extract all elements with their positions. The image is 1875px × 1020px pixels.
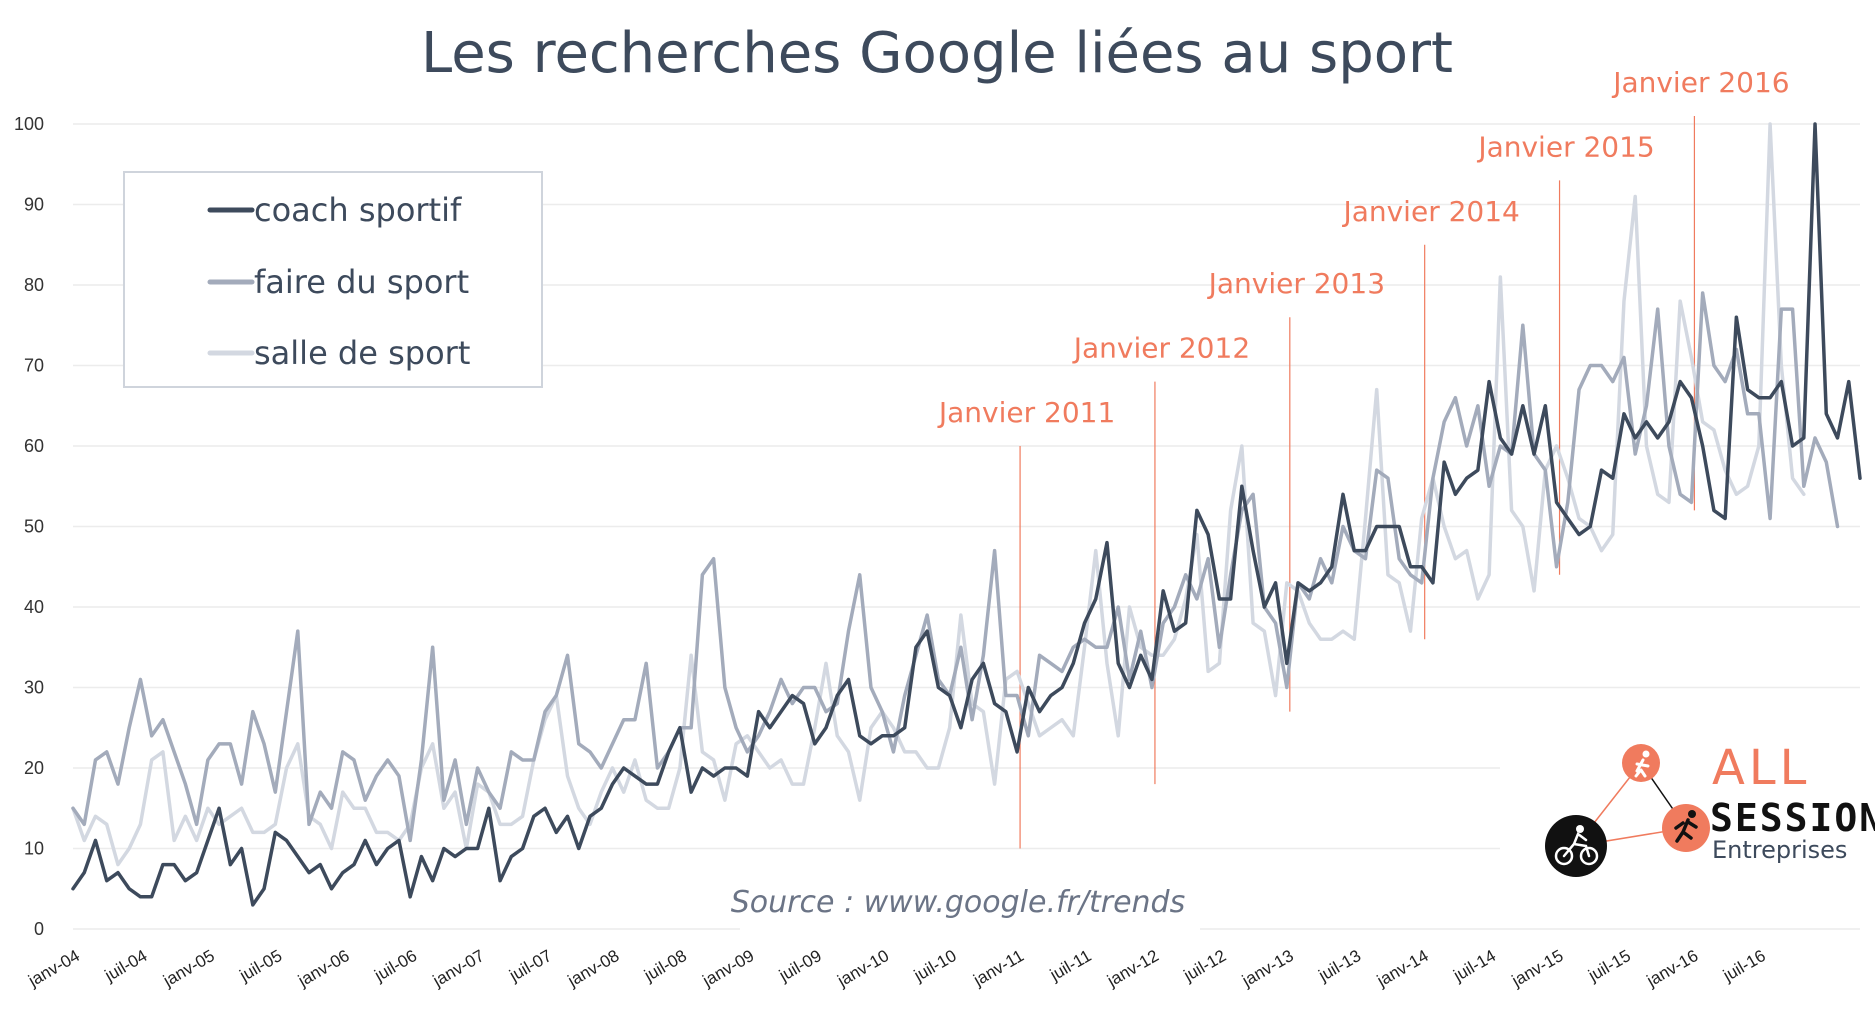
x-tick-label: janv-10 xyxy=(834,946,893,991)
logo-word-sessions: SESSIONS xyxy=(1710,796,1875,840)
y-tick-label: 70 xyxy=(24,356,44,376)
legend-label-faire-du-sport: faire du sport xyxy=(254,263,469,301)
chart-title: Les recherches Google liées au sport xyxy=(421,21,1453,86)
legend-label-salle-de-sport: salle de sport xyxy=(254,334,470,372)
annotation-label: Janvier 2015 xyxy=(1476,130,1654,163)
y-tick-label: 30 xyxy=(24,678,44,698)
x-axis-ticks: janv-04 juil-04 janv-05 juil-05 janv-06 juil-… xyxy=(24,946,1769,991)
x-tick-label: janv-13 xyxy=(1238,946,1297,991)
x-tick-label: janv-16 xyxy=(1643,946,1702,991)
x-tick-label: janv-06 xyxy=(294,946,353,991)
annotation-layer: Janvier 2011 Janvier 2012 Janvier 2013 Janv… xyxy=(937,66,1790,849)
y-tick-label: 60 xyxy=(24,436,44,456)
x-tick-label: janv-09 xyxy=(699,946,758,991)
x-tick-label: janv-11 xyxy=(970,946,1028,990)
x-tick-label: juil-06 xyxy=(371,946,421,986)
x-tick-label: juil-09 xyxy=(775,946,825,986)
annotation-label: Janvier 2014 xyxy=(1341,195,1519,228)
brand-logo: ALL SESSIONS Entreprises xyxy=(1500,740,1875,905)
x-tick-label: janv-05 xyxy=(159,946,218,991)
logo-word-entreprises: Entreprises xyxy=(1712,836,1847,864)
legend: coach sportif faire du sport salle de sp… xyxy=(123,171,543,388)
y-tick-label: 50 xyxy=(24,517,44,537)
legend-label-coach-sportif: coach sportif xyxy=(254,191,462,229)
source-note: Source : www.google.fr/trends xyxy=(731,885,1185,920)
x-tick-label: juil-07 xyxy=(505,946,555,986)
annotation-label: Janvier 2016 xyxy=(1611,66,1789,99)
x-tick-label: juil-10 xyxy=(910,946,960,986)
annotation-label: Janvier 2011 xyxy=(937,396,1115,429)
x-tick-label: janv-07 xyxy=(429,946,488,991)
x-tick-label: janv-12 xyxy=(1103,946,1162,991)
y-tick-label: 20 xyxy=(24,758,44,778)
x-tick-label: juil-04 xyxy=(101,946,151,986)
y-axis-ticks: 0 10 20 30 40 50 60 70 80 90 100 xyxy=(14,114,44,939)
x-tick-label: juil-14 xyxy=(1449,946,1499,986)
annotation-label: Janvier 2012 xyxy=(1072,332,1250,365)
x-tick-label: juil-13 xyxy=(1315,946,1365,986)
y-tick-label: 80 xyxy=(24,275,44,295)
y-tick-label: 100 xyxy=(14,114,44,134)
series-layer xyxy=(71,122,1862,907)
y-tick-label: 0 xyxy=(34,919,44,939)
x-tick-label: juil-16 xyxy=(1719,946,1769,986)
y-tick-label: 10 xyxy=(24,839,44,859)
y-tick-label: 90 xyxy=(24,195,44,215)
annotation-label: Janvier 2013 xyxy=(1207,267,1385,300)
series-line-faire-du-sport xyxy=(71,291,1840,843)
x-tick-label: juil-11 xyxy=(1046,946,1095,985)
y-tick-label: 40 xyxy=(24,597,44,617)
x-tick-label: juil-15 xyxy=(1584,946,1634,986)
legend-box xyxy=(123,171,543,388)
x-tick-label: janv-15 xyxy=(1508,946,1567,991)
runner-icon xyxy=(1662,804,1710,852)
source-background xyxy=(740,870,1200,930)
x-tick-label: juil-08 xyxy=(640,946,690,986)
x-tick-label: janv-04 xyxy=(24,946,83,991)
logo-word-all: ALL xyxy=(1712,740,1810,796)
series-line-salle-de-sport xyxy=(71,122,1806,867)
x-tick-label: juil-05 xyxy=(236,946,286,986)
x-tick-label: janv-08 xyxy=(564,946,623,991)
x-tick-label: juil-12 xyxy=(1180,946,1230,986)
series-line-coach-sportif xyxy=(71,122,1862,907)
cyclist-icon xyxy=(1545,815,1607,877)
x-tick-label: janv-14 xyxy=(1373,946,1432,991)
volleyball-player-icon xyxy=(1622,744,1660,782)
